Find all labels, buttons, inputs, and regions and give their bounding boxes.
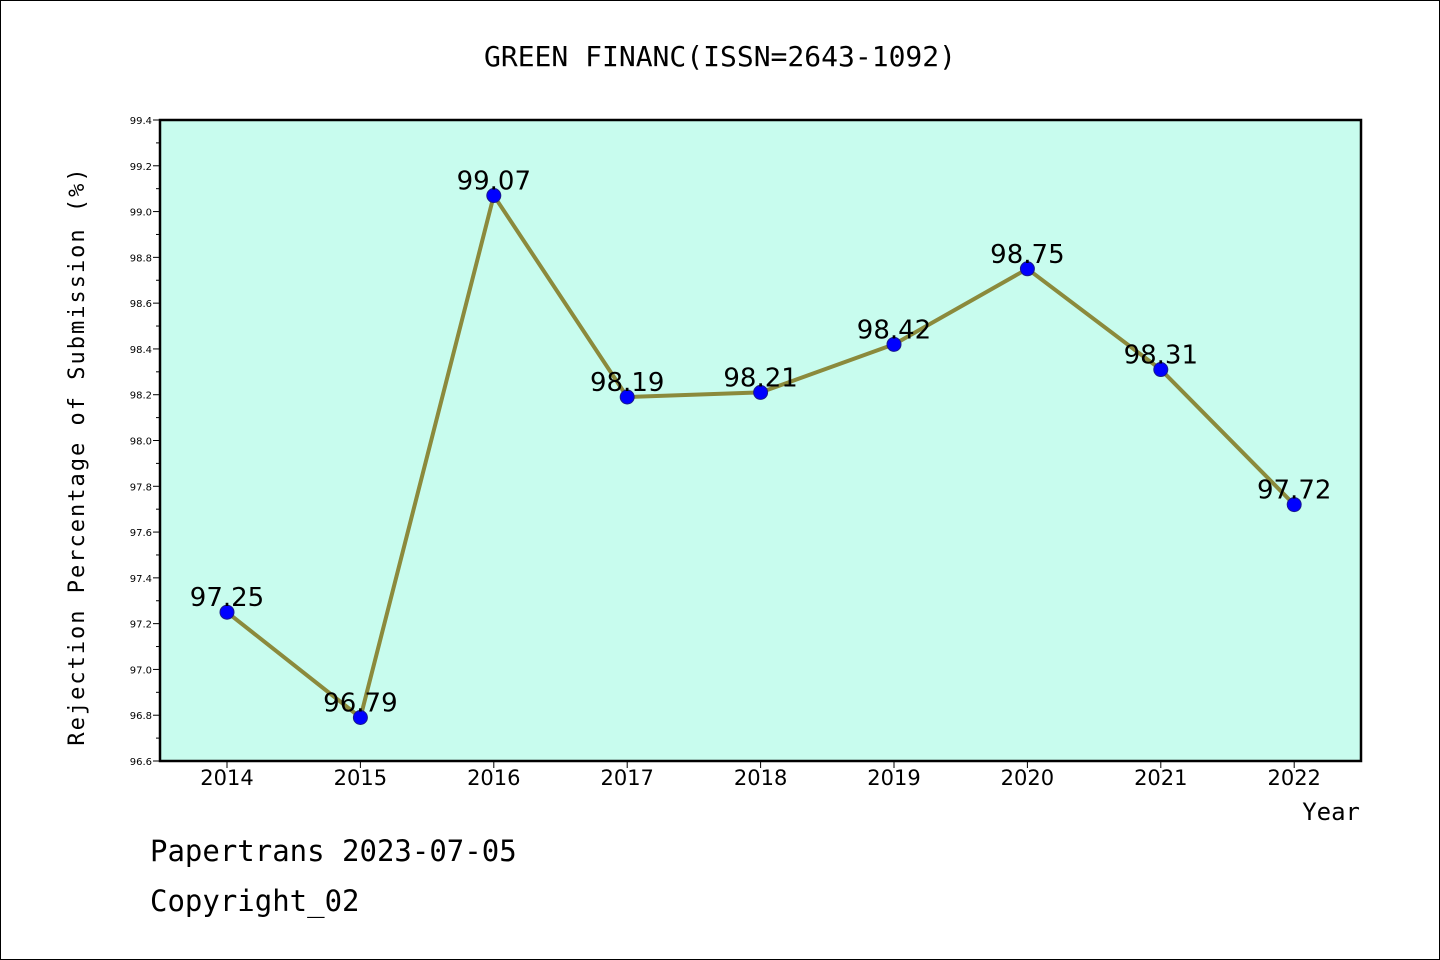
x-axis-title: Year: [1302, 798, 1360, 826]
data-point-2022: [1286, 497, 1302, 513]
y-tick-label-7: 98.0: [130, 437, 152, 448]
data-point-2017: [619, 389, 635, 405]
data-label-2021: 98.31: [1124, 341, 1198, 371]
x-tick-label-8: 2022: [1267, 766, 1320, 790]
y-tick-label-8: 98.2: [130, 391, 152, 402]
y-tick-label-3: 97.2: [130, 620, 152, 631]
y-tick-label-2: 97.0: [130, 665, 152, 676]
data-label-2015: 96.79: [323, 689, 397, 719]
x-tick-label-0: 2014: [200, 766, 253, 790]
x-tick-label-7: 2021: [1134, 766, 1187, 790]
y-tick-label-9: 98.4: [130, 345, 152, 356]
x-tick-label-1: 2015: [334, 766, 387, 790]
data-point-2021: [1153, 362, 1169, 378]
data-point-2019: [886, 336, 902, 352]
data-label-2020: 98.75: [990, 240, 1064, 270]
data-labels: 97.25 96.79 99.07 98.19 98.21 98.42 98.75 98.31…: [190, 167, 1332, 719]
data-label-2018: 98.21: [723, 363, 797, 393]
y-tick-label-12: 99.0: [130, 208, 152, 219]
chart-title: GREEN FINANC(ISSN=2643-1092): [484, 40, 956, 73]
y-tick-label-13: 99.2: [130, 162, 152, 173]
y-tick-label-1: 96.8: [130, 711, 152, 722]
y-tick-label-0: 96.6: [130, 757, 152, 768]
y-tick-label-11: 98.8: [130, 253, 152, 264]
y-tick-label-10: 98.6: [130, 299, 152, 310]
y-tick-label-5: 97.6: [130, 528, 152, 539]
data-point-2014: [219, 604, 235, 620]
x-tick-label-2: 2016: [467, 766, 520, 790]
data-point-2018: [753, 384, 769, 400]
plot-area: [158, 118, 1363, 763]
data-label-2017: 98.19: [590, 368, 664, 398]
x-tick-label-3: 2017: [600, 766, 653, 790]
data-points: [219, 188, 1302, 726]
data-label-2022: 97.72: [1257, 476, 1331, 506]
x-tick-label-6: 2020: [1001, 766, 1054, 790]
data-point-2016: [486, 188, 502, 204]
footer-copyright: Copyright_02: [150, 884, 360, 918]
y-axis-title: Rejection Percentage of Submission (%): [65, 166, 90, 745]
data-label-2019: 98.42: [857, 315, 931, 345]
x-tick-label-5: 2019: [867, 766, 920, 790]
y-axis: 96.6 96.8 97.0 97.2 97.4 97.6 97.8 98.0 98.2 98.4…: [130, 116, 160, 768]
data-label-2014: 97.25: [190, 583, 264, 613]
x-tick-label-4: 2018: [734, 766, 787, 790]
data-point-2015: [352, 710, 368, 726]
x-axis: 2014 2015 2016 2017 2018 2019 2020 2021 2022: [200, 761, 1321, 790]
y-tick-label-4: 97.4: [130, 574, 152, 585]
y-tick-label-6: 97.8: [130, 482, 152, 493]
footer-date-stamp: Papertrans 2023-07-05: [150, 834, 517, 868]
data-label-2016: 99.07: [457, 167, 531, 197]
y-tick-label-14: 99.4: [130, 116, 152, 127]
data-point-2020: [1019, 261, 1035, 277]
